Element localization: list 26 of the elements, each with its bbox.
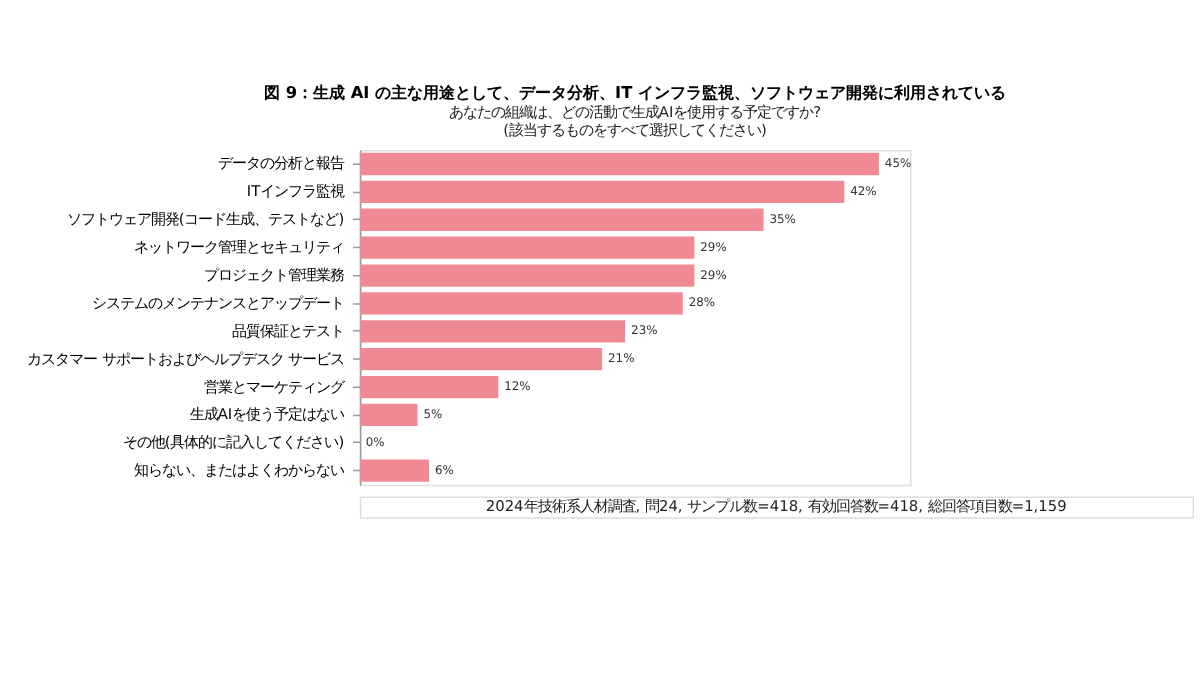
bar xyxy=(359,264,695,287)
bar xyxy=(359,236,695,259)
text: 2024年技術系人材調査, 問24, サンプル数=418, 有効回答数=418, 総回答項目数=1,159 xyxy=(485,497,1068,516)
y-tick-label: 知らない、またはよくわからない xyxy=(134,461,345,480)
y-tick-label: ネットワーク管理とセキュリティ xyxy=(134,238,345,257)
chart-title: 図 9：生成 AI の主な用途として、データ分析、IT インフラ監視、ソフトウェア開発に利用されている xyxy=(263,82,1006,103)
y-tick-label: 生成AIを使う予定はない xyxy=(189,405,345,424)
bar xyxy=(359,320,626,343)
y-tick-label: データの分析と報告 xyxy=(218,154,345,173)
bar xyxy=(359,208,764,231)
bar xyxy=(359,292,683,315)
y-tick-label: システムのメンテナンスとアップデート xyxy=(92,293,345,312)
y-tick-label: プロジェクト管理業務 xyxy=(204,266,345,284)
y-tick-label: ソフトウェア開発(コード生成、テストなど) xyxy=(66,210,345,229)
bar xyxy=(359,180,845,204)
y-tick-label: ITインフラ監視 xyxy=(246,182,345,201)
bar xyxy=(359,403,418,427)
y-tick-label: 営業とマーケティング xyxy=(204,377,347,396)
bar xyxy=(359,152,879,176)
y-tick-label: 品質保証とテスト xyxy=(232,321,345,340)
y-tick-label: その他(具体的に記入してください) xyxy=(122,433,345,452)
chart-subtitle: あなたの組織は、どの活動で生成AIを使用する予定ですか? (該当するものをすべて選択してください) xyxy=(448,103,822,140)
bar xyxy=(359,375,499,399)
bar xyxy=(359,459,430,482)
bar xyxy=(359,348,603,371)
y-tick-label: カスタマー サポートおよびヘルプデスク サービス xyxy=(26,349,345,368)
